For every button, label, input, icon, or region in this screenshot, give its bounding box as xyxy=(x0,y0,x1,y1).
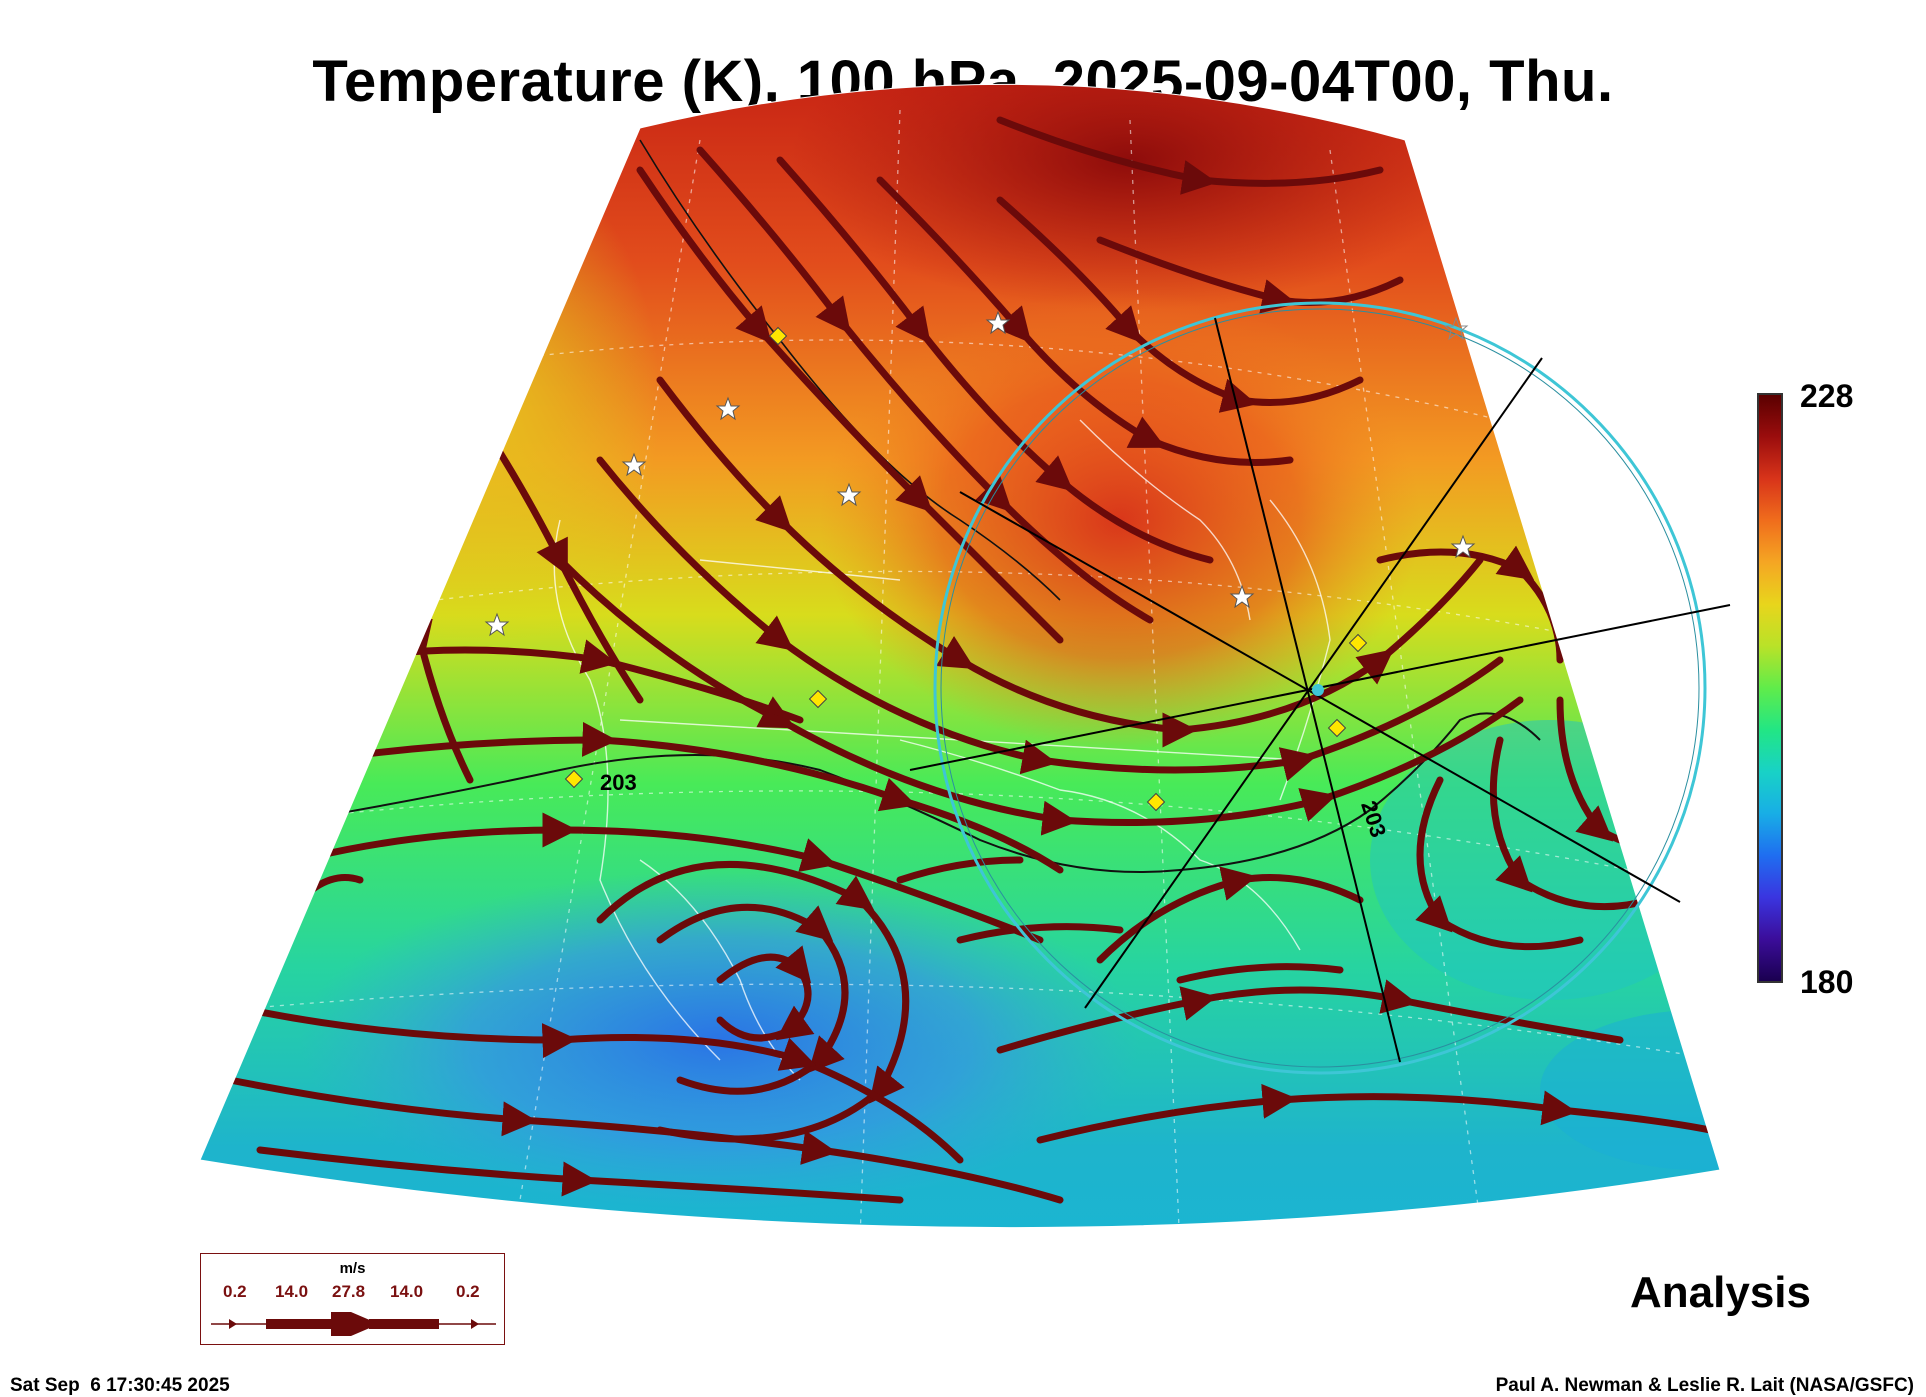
wind-speed-legend: m/s 0.2 14.0 27.8 14.0 0.2 xyxy=(200,1253,505,1345)
wind-legend-value: 14.0 xyxy=(275,1282,309,1301)
product-label: Analysis xyxy=(1630,1268,1811,1317)
vortex-edge-circle-inner xyxy=(940,308,1700,1068)
map-boundary xyxy=(199,83,1721,1229)
station-stars xyxy=(484,310,1476,637)
wind-legend-unit: m/s xyxy=(339,1260,366,1277)
footer-credit: Paul A. Newman & Leslie R. Lait (NASA/GS… xyxy=(1495,1375,1914,1396)
station-diamonds xyxy=(564,326,1368,812)
wind-legend-value: 27.8 xyxy=(332,1282,366,1301)
contour-label-west: 203 xyxy=(600,770,637,795)
colorbar-min-label: 180 xyxy=(1800,964,1854,1000)
vortex-edge-circle xyxy=(933,301,1707,1075)
footer-timestamp: Sat Sep 6 17:30:45 2025 xyxy=(10,1375,230,1396)
temperature-field xyxy=(200,84,1720,1228)
wind-legend-value: 0.2 xyxy=(456,1282,480,1301)
wind-legend-arrow xyxy=(211,1312,496,1336)
wind-legend-value: 14.0 xyxy=(390,1282,424,1301)
colorbar xyxy=(1757,393,1783,983)
colorbar-max-label: 228 xyxy=(1800,378,1854,414)
contour-203 xyxy=(299,712,1541,873)
wind-legend-value: 0.2 xyxy=(223,1282,247,1301)
vortex-center-marker xyxy=(1312,684,1324,696)
